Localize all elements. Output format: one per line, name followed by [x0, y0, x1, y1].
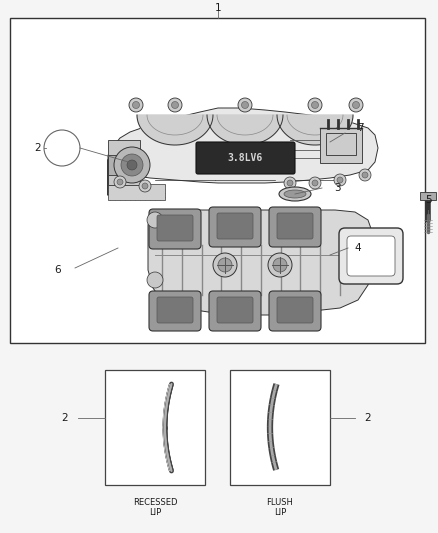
Ellipse shape [279, 187, 311, 201]
Circle shape [308, 98, 322, 112]
Circle shape [213, 253, 237, 277]
Circle shape [241, 101, 248, 109]
Text: FLUSH
LIP: FLUSH LIP [267, 498, 293, 518]
Circle shape [268, 253, 292, 277]
Circle shape [142, 183, 148, 189]
Ellipse shape [284, 190, 306, 198]
Polygon shape [148, 210, 375, 315]
Bar [420, 192, 436, 200]
Circle shape [359, 169, 371, 181]
Circle shape [117, 179, 123, 185]
FancyBboxPatch shape [277, 213, 313, 239]
Circle shape [287, 180, 293, 186]
Bar [108, 140, 140, 185]
Text: 3: 3 [334, 183, 340, 193]
FancyBboxPatch shape [157, 297, 193, 323]
Bar [105, 370, 205, 485]
Circle shape [309, 177, 321, 189]
Text: 5: 5 [425, 195, 431, 205]
Circle shape [273, 258, 287, 272]
Circle shape [218, 258, 232, 272]
Text: 7: 7 [357, 123, 363, 133]
Circle shape [349, 98, 363, 112]
FancyBboxPatch shape [209, 291, 261, 331]
Circle shape [133, 101, 139, 109]
Circle shape [121, 154, 143, 176]
Polygon shape [108, 108, 378, 195]
Circle shape [312, 180, 318, 186]
Circle shape [362, 172, 368, 178]
FancyBboxPatch shape [217, 213, 253, 239]
FancyBboxPatch shape [339, 228, 403, 284]
FancyBboxPatch shape [157, 215, 193, 241]
Circle shape [337, 177, 343, 183]
FancyBboxPatch shape [149, 291, 201, 331]
FancyBboxPatch shape [269, 291, 321, 331]
Polygon shape [207, 115, 283, 145]
Circle shape [114, 147, 150, 183]
Circle shape [168, 98, 182, 112]
Circle shape [172, 101, 179, 109]
FancyBboxPatch shape [269, 207, 321, 247]
Text: 6: 6 [55, 265, 61, 275]
FancyBboxPatch shape [209, 207, 261, 247]
Bar [230, 370, 330, 485]
Circle shape [311, 101, 318, 109]
Circle shape [129, 98, 143, 112]
Bar [326, 133, 356, 155]
FancyBboxPatch shape [277, 297, 313, 323]
Circle shape [334, 174, 346, 186]
Bar [108, 184, 165, 200]
Bar [10, 18, 425, 343]
Circle shape [238, 98, 252, 112]
Text: 1: 1 [215, 3, 221, 13]
Circle shape [114, 176, 126, 188]
FancyBboxPatch shape [217, 297, 253, 323]
Circle shape [127, 160, 137, 170]
Circle shape [139, 180, 151, 192]
FancyBboxPatch shape [196, 142, 295, 174]
Polygon shape [137, 115, 213, 145]
Circle shape [147, 272, 163, 288]
Text: 2: 2 [35, 143, 41, 153]
Circle shape [284, 177, 296, 189]
Text: 3.8LV6: 3.8LV6 [227, 153, 263, 163]
FancyBboxPatch shape [347, 236, 395, 276]
Bar [320, 128, 362, 163]
Polygon shape [277, 115, 353, 145]
Text: 2: 2 [365, 413, 371, 423]
Text: 4: 4 [355, 243, 361, 253]
Text: 2: 2 [62, 413, 68, 423]
Text: RECESSED
LIP: RECESSED LIP [133, 498, 177, 518]
Bar [108, 155, 128, 175]
Circle shape [147, 212, 163, 228]
Circle shape [353, 101, 360, 109]
FancyBboxPatch shape [149, 209, 201, 249]
